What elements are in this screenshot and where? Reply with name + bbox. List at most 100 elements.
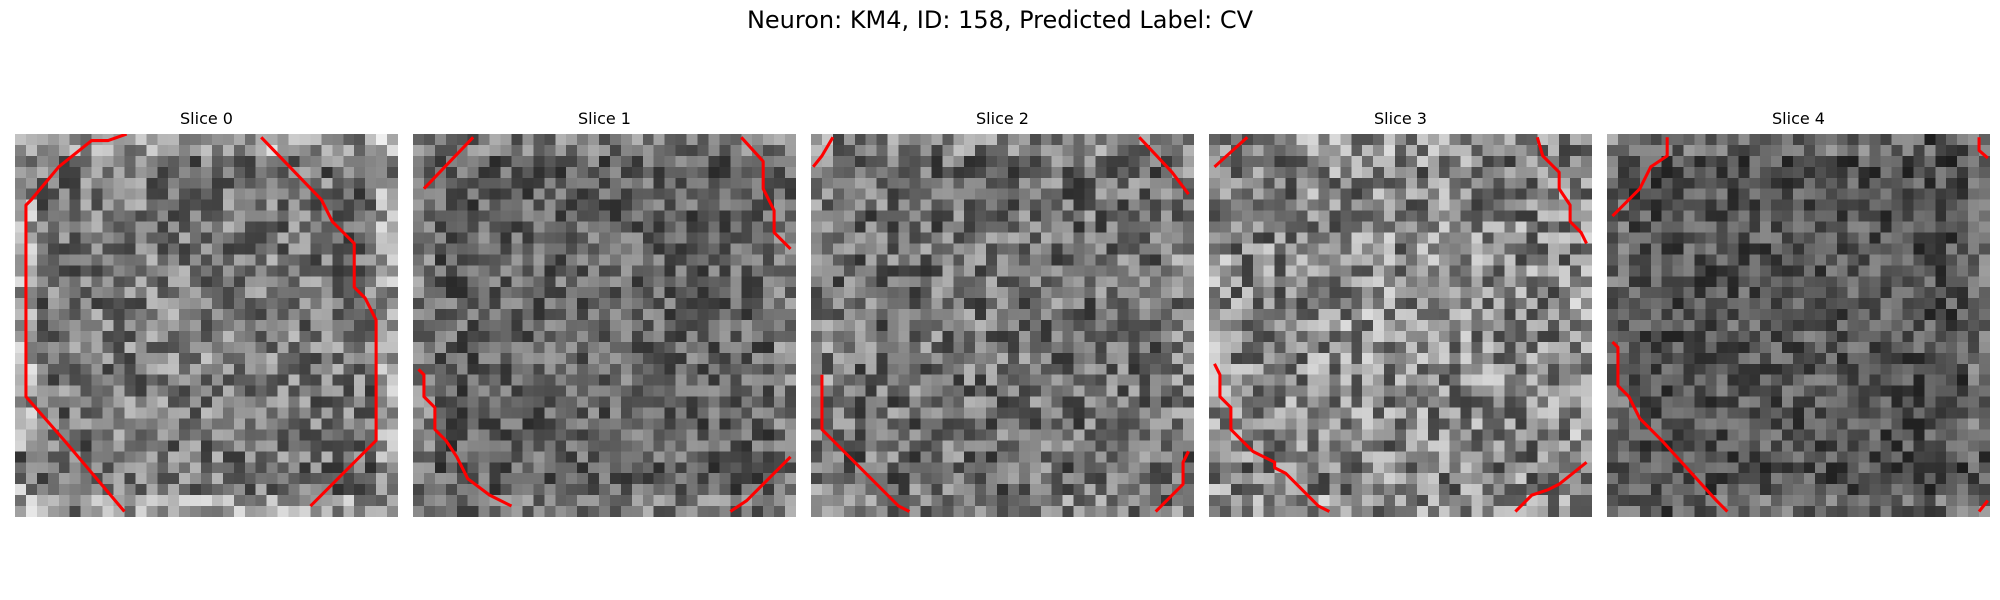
pixel bbox=[1318, 473, 1330, 485]
pixel bbox=[1007, 210, 1020, 222]
pixel bbox=[1329, 166, 1341, 178]
pixel bbox=[1051, 265, 1063, 277]
pixel bbox=[1416, 309, 1429, 321]
pixel bbox=[102, 473, 114, 485]
pixel bbox=[332, 177, 344, 189]
pixel bbox=[931, 232, 943, 244]
pixel bbox=[664, 418, 676, 430]
pixel bbox=[1062, 144, 1074, 157]
pixel bbox=[1274, 188, 1286, 200]
pixel bbox=[354, 429, 366, 441]
pixel bbox=[675, 374, 687, 386]
pixel bbox=[821, 243, 834, 255]
pixel bbox=[1062, 265, 1074, 277]
pixel bbox=[387, 243, 398, 255]
pixel bbox=[975, 330, 987, 343]
pixel bbox=[467, 265, 479, 277]
pixel bbox=[244, 232, 256, 244]
pixel bbox=[1263, 177, 1275, 189]
pixel bbox=[25, 177, 38, 189]
pixel bbox=[920, 418, 932, 430]
pixel bbox=[1084, 429, 1096, 441]
pixel bbox=[876, 155, 888, 168]
pixel bbox=[1307, 407, 1319, 419]
pixel bbox=[555, 473, 567, 485]
pixel bbox=[277, 374, 289, 386]
pixel bbox=[332, 134, 344, 146]
pixel bbox=[1493, 243, 1505, 255]
pixel bbox=[566, 298, 578, 310]
pixel bbox=[135, 330, 147, 343]
pixel bbox=[642, 155, 654, 168]
pixel bbox=[1471, 265, 1483, 277]
pixel bbox=[997, 506, 1009, 517]
pixel bbox=[708, 276, 720, 288]
pixel bbox=[1139, 199, 1151, 211]
pixel bbox=[821, 199, 834, 211]
pixel bbox=[1384, 144, 1396, 157]
pixel bbox=[266, 188, 278, 200]
contour-line bbox=[820, 374, 911, 513]
pixel bbox=[222, 352, 235, 365]
pixel bbox=[1460, 155, 1472, 168]
pixel bbox=[865, 309, 877, 321]
pixel bbox=[1570, 320, 1582, 332]
pixel bbox=[288, 418, 300, 430]
pixel bbox=[233, 506, 246, 517]
pixel bbox=[730, 374, 742, 386]
pixel bbox=[1029, 330, 1042, 343]
pixel bbox=[1230, 155, 1243, 168]
pixel bbox=[865, 265, 877, 277]
pixel bbox=[854, 352, 866, 365]
pixel bbox=[609, 276, 622, 288]
pixel bbox=[686, 341, 698, 354]
pixel bbox=[730, 155, 742, 168]
pixel bbox=[1172, 385, 1184, 397]
pixel bbox=[135, 385, 147, 397]
pixel bbox=[1362, 221, 1374, 233]
pixel bbox=[1570, 287, 1582, 299]
pixel bbox=[211, 473, 224, 485]
pixel bbox=[1274, 276, 1286, 288]
pixel bbox=[1209, 495, 1221, 507]
pixel bbox=[1274, 506, 1286, 517]
pixel bbox=[1416, 418, 1429, 430]
pixel bbox=[1329, 418, 1341, 430]
pixel bbox=[964, 265, 976, 277]
pixel bbox=[1274, 243, 1286, 255]
pixel bbox=[752, 232, 764, 244]
pixel bbox=[15, 418, 27, 430]
pixel bbox=[332, 298, 344, 310]
pixel bbox=[555, 210, 567, 222]
pixel bbox=[1209, 188, 1221, 200]
pixel bbox=[1515, 298, 1527, 310]
pixel bbox=[1548, 330, 1560, 343]
pixel bbox=[1482, 506, 1494, 517]
pixel bbox=[365, 254, 377, 266]
pixel bbox=[1307, 374, 1319, 386]
pixel bbox=[157, 396, 169, 408]
pixel bbox=[255, 166, 267, 178]
pixel bbox=[533, 385, 545, 397]
pixel bbox=[1040, 155, 1052, 168]
pixel bbox=[533, 330, 545, 343]
pixel bbox=[157, 221, 169, 233]
pixel bbox=[1438, 177, 1450, 189]
pixel bbox=[58, 462, 70, 474]
pixel bbox=[909, 396, 921, 408]
pixel bbox=[697, 188, 709, 200]
pixel bbox=[1062, 418, 1074, 430]
pixel bbox=[1252, 330, 1264, 343]
pixel bbox=[752, 144, 764, 157]
pixel bbox=[376, 429, 388, 441]
pixel bbox=[1274, 254, 1286, 266]
pixel bbox=[321, 243, 333, 255]
pixel bbox=[1449, 473, 1461, 485]
pixel bbox=[975, 144, 987, 157]
pixel bbox=[588, 298, 600, 310]
pixel bbox=[555, 352, 567, 365]
pixel bbox=[277, 320, 289, 332]
pixel bbox=[113, 188, 125, 200]
pixel bbox=[697, 155, 709, 168]
pixel bbox=[233, 462, 246, 474]
